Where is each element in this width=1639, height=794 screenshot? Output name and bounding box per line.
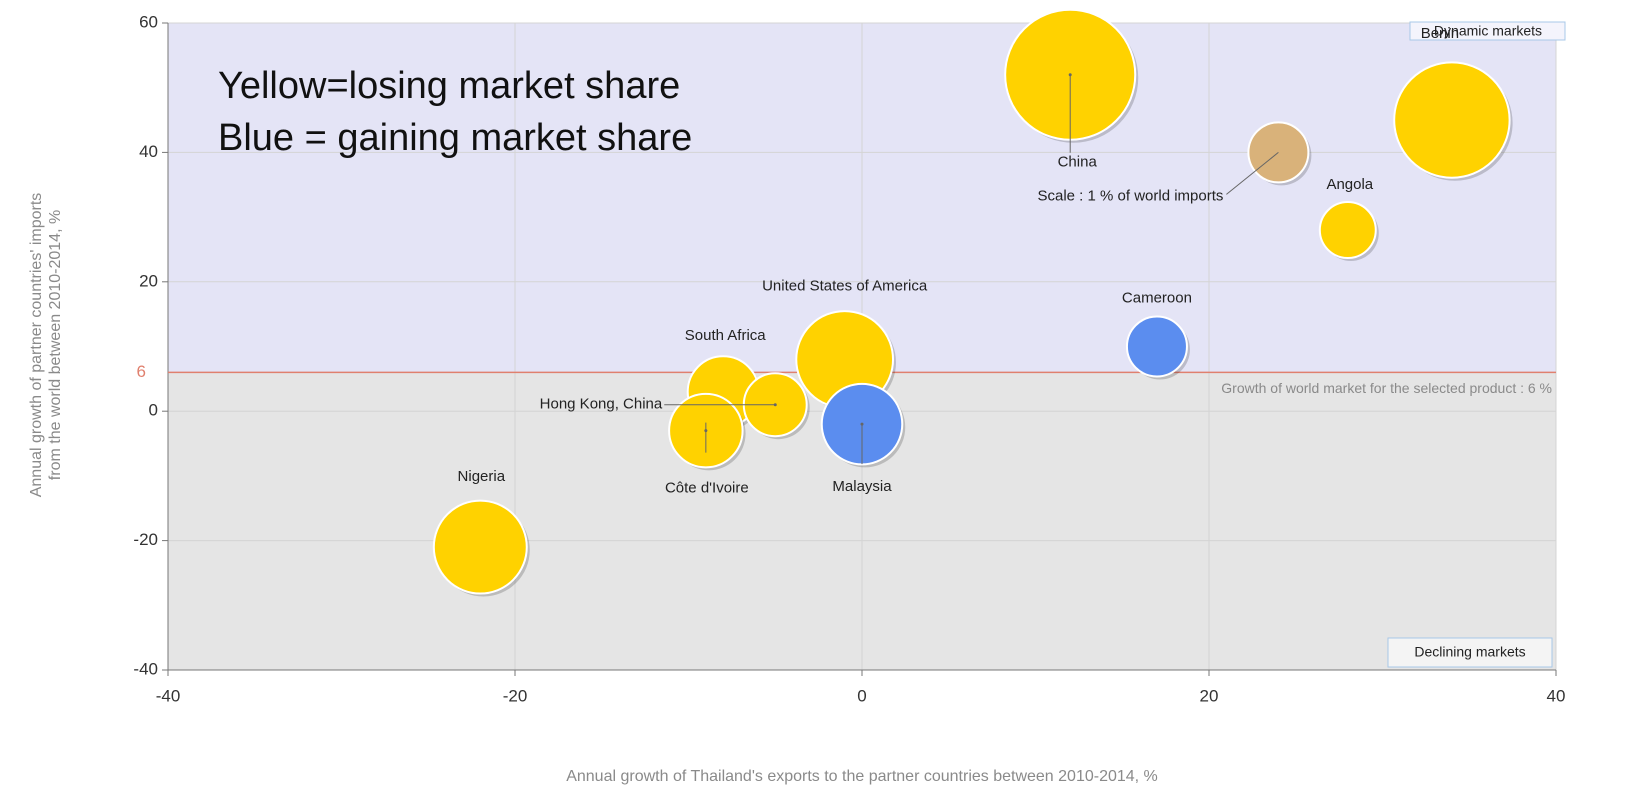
leader-dot xyxy=(704,429,708,433)
y-tick-label: -20 xyxy=(133,530,158,549)
leader-dot xyxy=(773,403,777,407)
bubble-label: Benin xyxy=(1421,25,1459,42)
bubble xyxy=(1393,61,1511,179)
y-tick-label: 20 xyxy=(139,271,158,290)
y-tick-label: 60 xyxy=(139,12,158,31)
bubble-label: Angola xyxy=(1326,176,1373,193)
quadrant-box xyxy=(1409,21,1566,41)
reference-tick-label: 6 xyxy=(137,362,146,381)
bubble-label: Nigeria xyxy=(458,468,506,485)
y-tick-label: 40 xyxy=(139,142,158,161)
y-axis-title: Annual growth of partner countries' impo… xyxy=(28,193,45,498)
x-tick-label: -20 xyxy=(503,686,528,705)
scale-label: Scale : 1 % of world imports xyxy=(1037,187,1223,204)
bubble-label: China xyxy=(1058,154,1098,171)
y-tick-label: -40 xyxy=(133,659,158,678)
bubble-label: United States of America xyxy=(762,277,928,294)
y-axis-title: from the world between 2010-2014, % xyxy=(47,210,64,480)
quadrant-box xyxy=(1387,637,1553,668)
leader-dot xyxy=(860,422,864,426)
leader-dot xyxy=(1068,73,1072,77)
leader-line xyxy=(1226,152,1279,195)
x-tick-label: 20 xyxy=(1200,686,1219,705)
y-tick-label: 0 xyxy=(149,401,158,420)
annotation-text: Yellow=losing market share xyxy=(218,65,680,107)
bubble-label: South Africa xyxy=(685,327,767,344)
bubble-label: Malaysia xyxy=(832,478,892,495)
reference-label: Growth of world market for the selected … xyxy=(1221,380,1552,396)
quadrant-label: Declining markets xyxy=(1414,644,1525,660)
bubble-label: Cameroon xyxy=(1122,289,1192,306)
bubble-label: Côte d'Ivoire xyxy=(665,480,749,497)
x-tick-label: -40 xyxy=(156,686,181,705)
bubble xyxy=(1318,201,1377,260)
quadrant-label: Dynamic markets xyxy=(1434,23,1542,39)
bubble xyxy=(1125,315,1188,378)
bubble-label: Hong Kong, China xyxy=(540,396,663,413)
annotation-text: Blue = gaining market share xyxy=(218,117,692,159)
x-tick-label: 0 xyxy=(857,686,866,705)
x-axis-title: Annual growth of Thailand's exports to t… xyxy=(566,768,1158,785)
x-tick-label: 40 xyxy=(1547,686,1566,705)
bubble xyxy=(432,499,528,595)
